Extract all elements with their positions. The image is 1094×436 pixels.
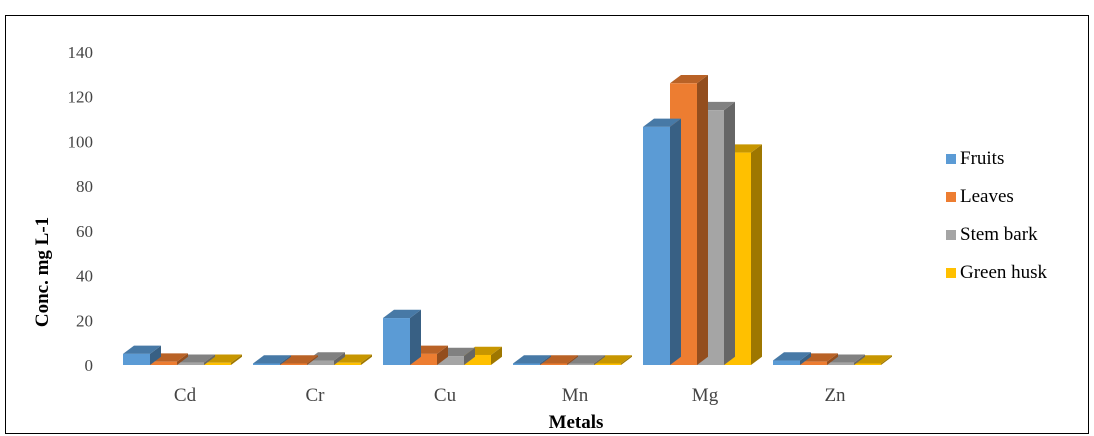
legend-swatch [946, 230, 956, 240]
legend: Fruits Leaves Stem bark Green husk [946, 148, 1048, 283]
legend-swatch [946, 154, 956, 164]
x-tick-label: Mg [692, 385, 719, 406]
bar-mg-leaves [670, 75, 708, 366]
legend-item: Stem bark [946, 224, 1038, 245]
legend-label: Leaves [960, 186, 1014, 207]
y-tick-label: 100 [68, 132, 94, 151]
legend-label: Green husk [960, 262, 1048, 283]
x-axis-title: Metals [549, 412, 604, 433]
y-tick-label: 140 [68, 43, 94, 62]
x-tick-label: Mn [562, 385, 589, 406]
bar-cr-stem-bark [307, 352, 345, 365]
x-tick-label: Cd [174, 385, 197, 406]
y-tick-label: 0 [85, 356, 94, 375]
x-tick-label: Cu [434, 385, 457, 406]
y-tick-label: 40 [76, 267, 93, 286]
legend-label: Stem bark [960, 224, 1038, 245]
y-tick-label: 120 [68, 88, 94, 107]
legend-item: Leaves [946, 186, 1014, 207]
bars-group [123, 75, 892, 366]
bar-zn-fruits [773, 352, 811, 365]
bar-cd-fruits [123, 345, 161, 365]
y-tick-label: 20 [76, 311, 93, 330]
bar-mn-fruits [513, 355, 551, 365]
bar-mg-fruits [643, 118, 681, 366]
x-tick-label: Zn [824, 385, 846, 406]
y-tick-label: 60 [76, 222, 93, 241]
legend-item: Green husk [946, 262, 1048, 283]
y-axis: 0 20 40 60 80 100 120 140 [68, 43, 94, 375]
legend-swatch [946, 268, 956, 278]
legend-swatch [946, 192, 956, 202]
x-axis: Cd Cr Cu Mn Mg Zn [174, 385, 846, 406]
bar-cr-fruits [253, 355, 291, 365]
legend-label: Fruits [960, 148, 1004, 169]
legend-item: Fruits [946, 148, 1004, 169]
bar-cu-fruits [383, 309, 421, 365]
y-axis-title: Conc. mg L-1 [32, 217, 53, 327]
y-tick-label: 80 [76, 177, 93, 196]
x-tick-label: Cr [306, 385, 326, 406]
